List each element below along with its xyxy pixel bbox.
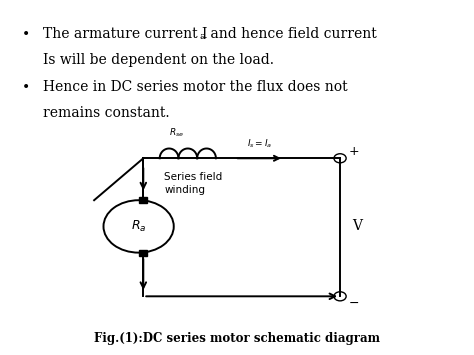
Text: $R_{se}$: $R_{se}$ (169, 127, 184, 139)
Text: Is will be dependent on the load.: Is will be dependent on the load. (43, 54, 273, 67)
Text: •: • (21, 80, 30, 94)
Text: Hence in DC series motor the flux does not: Hence in DC series motor the flux does n… (43, 80, 347, 94)
Bar (139, 250, 147, 256)
Text: •: • (21, 27, 30, 41)
Text: −: − (348, 297, 359, 310)
Text: $R_a$: $R_a$ (131, 219, 146, 234)
Text: Series field
winding: Series field winding (164, 172, 223, 196)
Text: remains constant.: remains constant. (43, 106, 169, 120)
Text: a: a (200, 32, 206, 41)
Bar (139, 197, 147, 203)
Text: V: V (352, 219, 362, 234)
Text: $I_s = I_a$: $I_s = I_a$ (247, 138, 272, 150)
Text: and hence field current: and hence field current (206, 27, 376, 41)
Text: The armature current I: The armature current I (43, 27, 207, 41)
Text: +: + (348, 145, 359, 158)
Text: Fig.(1):DC series motor schematic diagram: Fig.(1):DC series motor schematic diagra… (94, 332, 380, 345)
